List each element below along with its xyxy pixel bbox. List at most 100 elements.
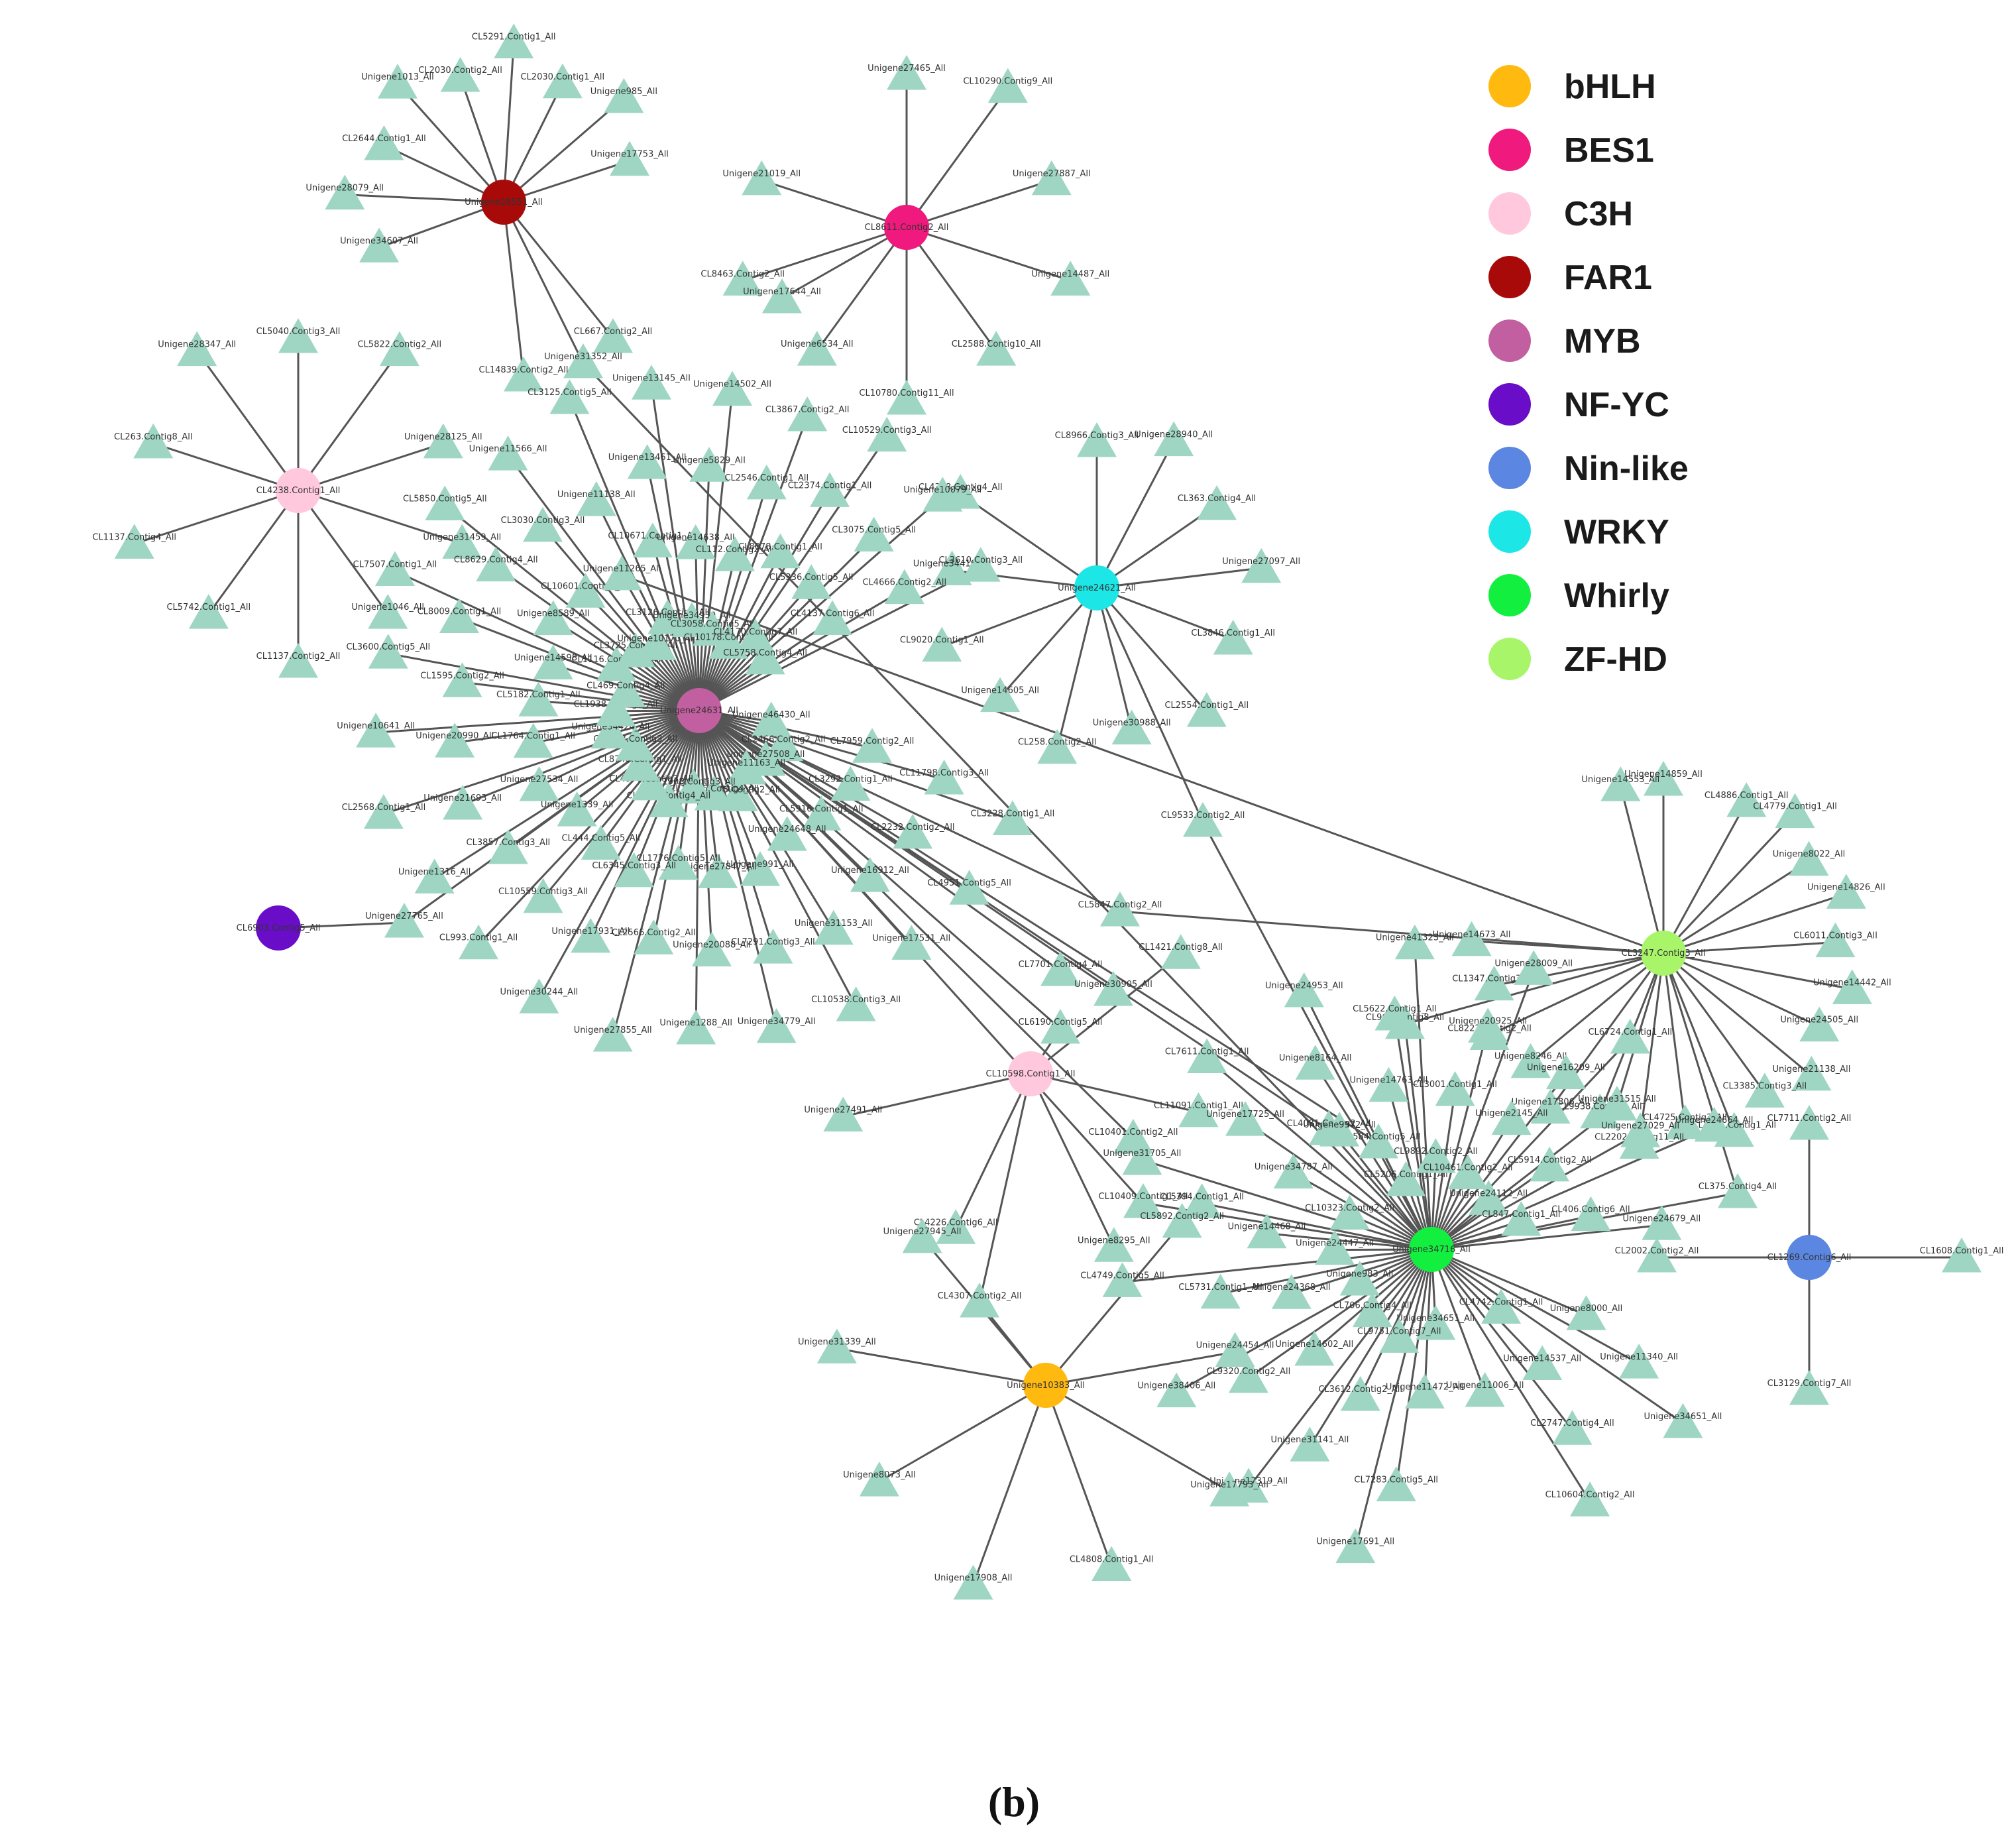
target-triangle xyxy=(423,423,463,459)
target-node: CL2566.Contig2_All xyxy=(612,919,696,954)
legend-item-far1: FAR1 xyxy=(1488,256,1652,298)
target-triangle xyxy=(606,672,646,708)
target-label: CL1595.Contig2_All xyxy=(420,671,504,681)
target-node: Unigene20088_All xyxy=(673,931,751,967)
target-node: Unigene10641_All xyxy=(337,713,415,748)
regulatory-edge xyxy=(1354,1249,1433,1548)
legend-swatch xyxy=(1488,256,1531,298)
target-node: Unigene8164_All xyxy=(1279,1045,1351,1080)
target-node: CL9320.Contig2_All xyxy=(1207,1357,1290,1393)
hub-label: Unigene24631_All xyxy=(660,706,738,716)
target-node: Unigene31352_All xyxy=(544,343,622,378)
target-label: Unigene27945_All xyxy=(883,1227,962,1237)
target-node: CL2644.Contig1_All xyxy=(342,125,426,160)
target-node: Unigene14602_All xyxy=(1275,1330,1353,1366)
target-node: Unigene30905_All xyxy=(1074,971,1152,1006)
regulatory-edge xyxy=(1395,1249,1433,1487)
target-node: Unigene27465_All xyxy=(867,55,946,90)
target-label: CL6345.Contig3_All xyxy=(592,861,676,871)
target-triangle xyxy=(953,1564,993,1600)
target-node: CL1908.Contig3_All xyxy=(651,768,736,804)
target-triangle xyxy=(689,447,730,482)
regulatory-edge xyxy=(589,710,700,939)
target-label: Unigene21019_All xyxy=(722,169,801,179)
target-triangle xyxy=(1162,1202,1202,1238)
target-triangle xyxy=(1340,1375,1380,1411)
regulatory-edge xyxy=(816,227,908,351)
tf-hub-nin-like: CL1269.Contig6_All xyxy=(1767,1235,1851,1280)
regulatory-edge xyxy=(972,1385,1047,1586)
regulatory-edge xyxy=(477,709,700,945)
regulatory-edge xyxy=(698,467,710,711)
target-label: Unigene8000_All xyxy=(1550,1304,1623,1314)
target-node: Unigene21693_All xyxy=(423,784,502,820)
target-triangle xyxy=(1111,709,1152,745)
target-triangle xyxy=(632,522,673,558)
target-triangle xyxy=(1481,1289,1522,1324)
target-triangle xyxy=(1789,1370,1829,1405)
regulatory-edge xyxy=(538,710,700,1000)
target-triangle xyxy=(1610,1019,1650,1054)
target-triangle xyxy=(1694,1106,1734,1142)
target-node: CL4226.Contig6_All xyxy=(914,1209,998,1244)
regulatory-edge xyxy=(1430,1249,1486,1393)
target-triangle xyxy=(976,331,1017,366)
target-triangle xyxy=(1335,1528,1376,1564)
target-triangle xyxy=(1228,1357,1268,1393)
target-triangle xyxy=(1186,692,1227,727)
target-node: CL3030.Contig3_All xyxy=(501,506,585,542)
target-label: Unigene8589_All xyxy=(517,609,590,619)
target-label: Unigene31153_All xyxy=(795,919,873,929)
regulatory-edge xyxy=(507,455,700,711)
target-node: CL1347.Contig3_All xyxy=(1452,965,1536,1001)
target-node: CL7283.Contig5_All xyxy=(1354,1466,1438,1501)
target-label: CL1776.Contig5_All xyxy=(636,854,720,864)
target-triangle xyxy=(816,1328,857,1363)
hub-circle xyxy=(677,688,722,733)
target-label: CL4226.Contig6_All xyxy=(914,1218,998,1228)
target-node: Unigene8246_All xyxy=(1494,1043,1567,1078)
regulatory-edge xyxy=(1662,953,1736,1133)
target-label: CL4137.Contig6_All xyxy=(791,608,875,618)
regulatory-edge xyxy=(495,565,700,712)
target-node: CL10780.Contig11_All xyxy=(859,380,954,415)
target-label: Unigene24454_All xyxy=(1196,1341,1274,1351)
target-node: Unigene24447_All xyxy=(1296,1230,1374,1265)
target-node: CL6190.Contig5_All xyxy=(1019,1009,1102,1044)
hub-circle xyxy=(276,468,321,513)
target-node: CL1137.Contig4_All xyxy=(92,524,176,559)
tf-hub-zf-hd: CL3247.Contig3_All xyxy=(1622,931,1706,976)
target-triangle xyxy=(504,357,543,392)
target-node: Unigene31141_All xyxy=(1270,1426,1349,1462)
target-triangle xyxy=(549,379,590,414)
legend-item-c3h: C3H xyxy=(1488,192,1633,235)
hub-label: CL3247.Contig3_All xyxy=(1622,949,1706,958)
target-label: Unigene14602_All xyxy=(1275,1340,1353,1350)
target-label: Unigene983_All xyxy=(1326,1269,1393,1279)
target-node: CL4584.Contig5_All xyxy=(1337,1124,1420,1159)
target-label: CL4886.Contig1_All xyxy=(1705,791,1789,801)
target-triangle xyxy=(325,174,365,210)
target-label: CL2644.Contig1_All xyxy=(342,134,426,144)
regulatory-edge xyxy=(698,709,1135,1140)
target-label: CL11798.Contig3_All xyxy=(899,768,989,778)
target-label: Unigene31352_All xyxy=(544,352,622,362)
target-label: Unigene24953_All xyxy=(1265,981,1343,991)
regulatory-edge xyxy=(1638,953,1665,1144)
target-triangle xyxy=(1213,620,1253,655)
regulatory-edge xyxy=(502,202,614,339)
target-node: Unigene8295_All xyxy=(1078,1227,1150,1262)
legend-item-zf-hd: ZF-HD xyxy=(1488,638,1667,680)
target-triangle xyxy=(565,573,606,608)
target-triangle xyxy=(1465,1372,1505,1407)
legend-swatch xyxy=(1488,192,1531,235)
target-node: Unigene38406_All xyxy=(1137,1372,1215,1408)
target-triangle xyxy=(1620,1112,1661,1147)
target-label: Unigene10079_All xyxy=(903,485,981,495)
target-label: CL4725.Contig3_All xyxy=(1643,1113,1727,1123)
target-triangle xyxy=(1665,1104,1705,1139)
target-triangle xyxy=(359,227,400,262)
regulatory-edge xyxy=(1045,1351,1235,1387)
target-label: CL4808.Contig1_All xyxy=(1070,1555,1154,1565)
legend-label: WRKY xyxy=(1564,513,1669,551)
